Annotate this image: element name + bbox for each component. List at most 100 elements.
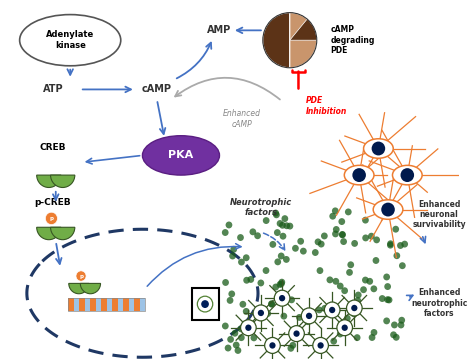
Circle shape xyxy=(197,296,213,312)
Circle shape xyxy=(347,261,354,268)
Circle shape xyxy=(269,241,276,248)
Circle shape xyxy=(321,232,328,239)
Bar xyxy=(134,298,140,311)
Wedge shape xyxy=(263,13,290,68)
Circle shape xyxy=(337,283,344,290)
Circle shape xyxy=(245,324,252,331)
Circle shape xyxy=(383,317,390,324)
Circle shape xyxy=(362,217,369,224)
Circle shape xyxy=(398,321,404,328)
Circle shape xyxy=(268,300,275,307)
Circle shape xyxy=(277,281,283,288)
Circle shape xyxy=(264,310,271,317)
Circle shape xyxy=(287,345,294,352)
Circle shape xyxy=(274,258,281,265)
Circle shape xyxy=(256,309,264,316)
Bar xyxy=(74,298,79,311)
Circle shape xyxy=(329,307,335,313)
Bar xyxy=(79,298,85,311)
Wedge shape xyxy=(36,227,61,240)
Wedge shape xyxy=(290,19,317,40)
Bar xyxy=(90,298,96,311)
Circle shape xyxy=(222,323,228,329)
Circle shape xyxy=(381,203,395,216)
Circle shape xyxy=(282,215,288,222)
Circle shape xyxy=(243,254,250,261)
Wedge shape xyxy=(69,283,89,294)
Circle shape xyxy=(222,279,229,286)
Circle shape xyxy=(393,252,400,259)
Circle shape xyxy=(300,248,307,254)
Bar xyxy=(68,298,146,311)
Circle shape xyxy=(279,222,286,229)
Circle shape xyxy=(329,213,336,220)
Wedge shape xyxy=(290,13,317,68)
Ellipse shape xyxy=(19,14,121,66)
Circle shape xyxy=(297,238,304,245)
Circle shape xyxy=(371,285,377,292)
Text: CREB: CREB xyxy=(40,143,66,152)
Circle shape xyxy=(304,318,311,325)
Circle shape xyxy=(337,331,344,337)
Circle shape xyxy=(278,253,284,260)
Bar xyxy=(140,298,146,311)
Circle shape xyxy=(273,283,279,290)
Circle shape xyxy=(384,283,391,290)
Circle shape xyxy=(227,297,233,304)
Circle shape xyxy=(401,168,414,182)
Circle shape xyxy=(338,218,345,225)
Circle shape xyxy=(293,331,300,337)
Circle shape xyxy=(354,334,361,341)
Ellipse shape xyxy=(364,139,393,158)
Circle shape xyxy=(371,329,377,336)
Text: ATP: ATP xyxy=(43,84,63,94)
Circle shape xyxy=(288,296,295,303)
Circle shape xyxy=(355,291,362,299)
Circle shape xyxy=(280,233,286,240)
Circle shape xyxy=(390,331,397,338)
Circle shape xyxy=(351,240,358,247)
Text: Enhanced
cAMP: Enhanced cAMP xyxy=(223,109,261,129)
Circle shape xyxy=(339,231,346,238)
Circle shape xyxy=(283,256,290,263)
Circle shape xyxy=(296,314,303,321)
Bar xyxy=(191,288,219,320)
Circle shape xyxy=(247,276,254,283)
Circle shape xyxy=(301,308,317,324)
Circle shape xyxy=(76,271,86,281)
Circle shape xyxy=(332,207,338,214)
Circle shape xyxy=(258,310,264,316)
Circle shape xyxy=(346,269,353,276)
Text: Enhanced
neuronal
survivability: Enhanced neuronal survivability xyxy=(412,199,466,230)
Ellipse shape xyxy=(142,136,219,175)
Circle shape xyxy=(273,211,280,218)
Circle shape xyxy=(327,277,333,283)
Circle shape xyxy=(233,342,239,349)
Circle shape xyxy=(397,242,404,249)
Text: PKA: PKA xyxy=(168,150,193,160)
Circle shape xyxy=(355,297,361,304)
Circle shape xyxy=(274,229,281,236)
Bar xyxy=(129,298,134,311)
Circle shape xyxy=(263,267,269,274)
Circle shape xyxy=(372,142,385,155)
Circle shape xyxy=(278,280,285,287)
Circle shape xyxy=(313,337,328,353)
Circle shape xyxy=(366,278,373,285)
Circle shape xyxy=(373,257,379,264)
Circle shape xyxy=(257,279,264,286)
Circle shape xyxy=(226,222,232,228)
Circle shape xyxy=(254,232,261,239)
Bar xyxy=(107,298,112,311)
Circle shape xyxy=(362,277,369,283)
Circle shape xyxy=(379,295,386,302)
Circle shape xyxy=(253,305,269,321)
Circle shape xyxy=(352,168,366,182)
Circle shape xyxy=(330,338,337,345)
Circle shape xyxy=(337,320,353,336)
Circle shape xyxy=(274,290,290,306)
Circle shape xyxy=(362,235,369,241)
Text: Enhanced
neurotrophic
factors: Enhanced neurotrophic factors xyxy=(411,288,467,318)
Circle shape xyxy=(283,222,290,229)
Circle shape xyxy=(332,278,339,285)
